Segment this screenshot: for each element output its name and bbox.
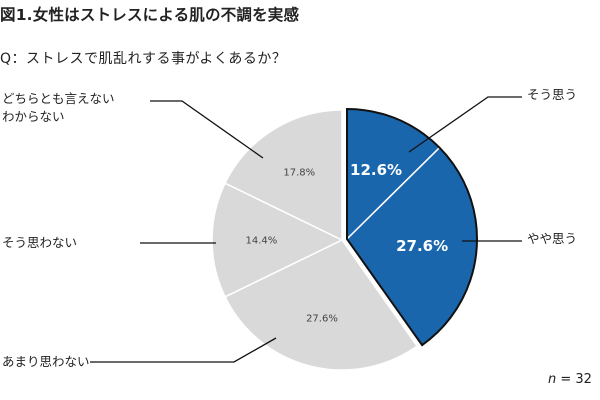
slice-category-label: そう思わない — [2, 235, 77, 250]
slice-category-label: あまり思わない — [2, 354, 90, 369]
slice-value-label: 12.6% — [350, 161, 402, 179]
slice-value-label: 27.6% — [396, 237, 448, 255]
leader-line — [150, 100, 264, 159]
figure-title: 図1.女性はストレスによる肌の不調を実感 — [0, 6, 300, 24]
survey-question: Q：ストレスで肌乱れする事がよくあるか？ — [0, 51, 287, 67]
leader-line — [90, 337, 277, 363]
sample-size-note: n = 32 — [548, 372, 592, 387]
slice-value-label: 17.8% — [283, 167, 315, 178]
pie-slice — [224, 239, 419, 371]
leader-line — [408, 96, 522, 153]
exploded-slice-outline — [346, 107, 478, 347]
slice-value-label: 27.6% — [306, 314, 338, 325]
exploded-outline — [346, 107, 478, 347]
slice-value-label: 14.4% — [246, 236, 278, 247]
slice-category-label: そう思う — [527, 87, 577, 102]
pie-slice — [224, 109, 343, 242]
pie-slice — [211, 182, 344, 298]
pie-value-labels: 12.6% 27.6% 27.6% 14.4% 17.8% — [246, 161, 449, 325]
slice-category-label: やや思う — [527, 231, 577, 246]
slice-category-label: どちらとも言えないわからない — [2, 91, 115, 124]
